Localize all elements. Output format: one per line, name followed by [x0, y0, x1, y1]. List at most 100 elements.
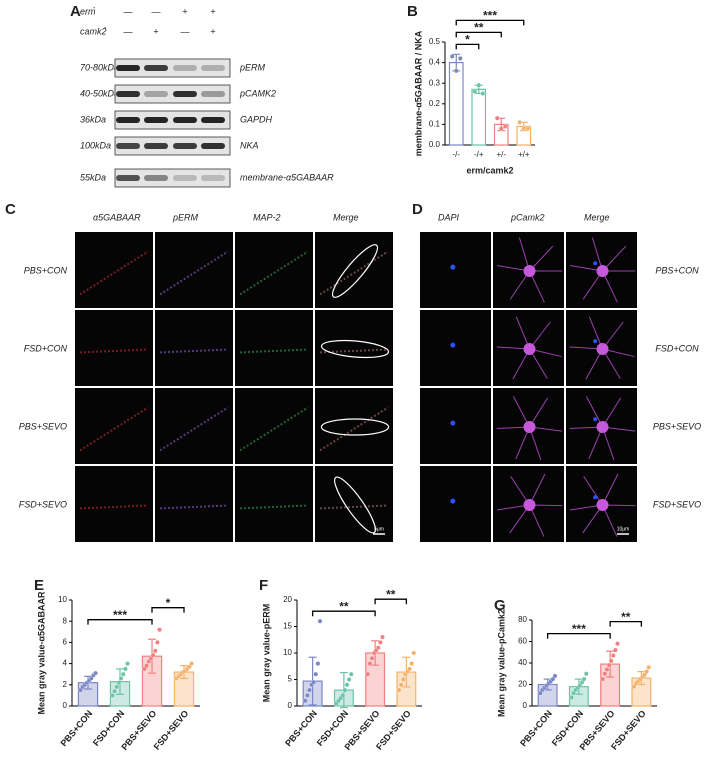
blot-band	[116, 65, 140, 71]
bracket-line	[455, 31, 502, 38]
blot-band	[116, 143, 140, 149]
panel-label: D	[412, 201, 423, 218]
y-tick-label: 40	[518, 658, 527, 667]
image-tile	[235, 310, 313, 386]
fiber	[239, 504, 309, 510]
y-tick-label: 2	[63, 680, 68, 689]
fiber	[239, 250, 309, 296]
data-point	[646, 664, 652, 670]
data-point	[305, 693, 310, 698]
significance-label: **	[474, 21, 484, 35]
factor-sign: -	[93, 5, 96, 12]
significance-bracket: *	[455, 33, 480, 50]
data-point	[116, 680, 122, 686]
nucleus	[450, 342, 456, 348]
y-tick-label: 0	[288, 701, 293, 710]
panel-label: A	[70, 3, 81, 20]
data-point	[302, 698, 308, 704]
data-point	[494, 115, 500, 121]
fiber	[319, 250, 389, 296]
bracket-line	[151, 607, 185, 613]
data-point	[407, 666, 412, 672]
y-tick-label: 0.3	[429, 78, 441, 87]
nucleus	[450, 264, 456, 270]
blot-band	[173, 91, 197, 97]
significance-bracket: ***	[87, 608, 153, 625]
data-point	[346, 677, 352, 682]
y-tick-label: 10	[58, 595, 67, 604]
data-point	[610, 653, 616, 658]
data-point	[449, 54, 455, 59]
y-axis-label: Mean gray value-α5GABAAR	[36, 591, 46, 715]
nucleus	[593, 417, 598, 422]
row-label: PBS+CON	[655, 265, 699, 275]
significance-label: *	[166, 596, 171, 610]
data-point	[123, 666, 128, 672]
band-size: 70-80kDa	[80, 62, 119, 72]
data-point	[615, 641, 620, 647]
row-label: FSD+CON	[24, 343, 68, 353]
data-point	[480, 91, 486, 96]
nucleus	[450, 420, 456, 426]
row-label: FSD+CON	[655, 343, 699, 353]
y-axis-label: membrane-α5GABAAR / NKA	[413, 30, 423, 156]
image-tile	[155, 232, 233, 308]
data-point	[189, 661, 194, 666]
data-point	[525, 126, 531, 131]
blot-band	[144, 65, 168, 71]
image-tile	[75, 388, 153, 464]
image-tile	[235, 466, 313, 542]
y-tick-label: 0.1	[429, 120, 441, 129]
bracket-line	[546, 633, 611, 639]
data-point	[344, 682, 350, 688]
data-point	[375, 645, 381, 651]
y-tick-label: 80	[518, 615, 527, 624]
soma	[596, 343, 609, 355]
blot-strip	[114, 110, 231, 130]
image-tile	[420, 232, 491, 308]
data-point	[644, 669, 649, 674]
data-point	[340, 693, 346, 698]
image-tile	[420, 466, 491, 542]
factor-level: —	[152, 6, 161, 16]
data-point	[93, 670, 98, 676]
y-axis-label: Mean gray value-pCamk2	[496, 609, 506, 717]
data-point	[313, 671, 319, 677]
x-tick-label: +/-	[496, 150, 506, 159]
data-point	[114, 684, 120, 690]
factor-level: +	[182, 6, 187, 16]
data-point	[396, 687, 402, 693]
y-tick-label: 60	[518, 637, 527, 646]
band-protein: NKA	[240, 140, 259, 150]
band-protein: membrane-α5GABAAR	[240, 172, 334, 182]
fiber	[159, 348, 229, 354]
blot-band	[201, 143, 225, 149]
factor-level: +	[210, 6, 215, 16]
y-tick-label: 0	[63, 701, 68, 710]
column-header: Merge	[584, 212, 610, 222]
x-tick-label: PBS+CON	[283, 708, 319, 748]
nucleus	[593, 495, 598, 500]
image-tile	[315, 466, 393, 542]
image-tile	[420, 310, 491, 386]
band-size: 36kDa	[80, 114, 106, 124]
factor-name: camk2	[80, 26, 107, 36]
blot-band	[173, 117, 197, 123]
row-label: PBS+CON	[24, 265, 68, 275]
data-point	[409, 661, 414, 666]
blot-band	[173, 175, 197, 181]
data-point	[152, 648, 158, 654]
data-point	[315, 661, 321, 666]
y-tick-label: 15	[283, 622, 292, 631]
significance-label: ***	[572, 622, 586, 636]
data-point	[307, 687, 312, 693]
factor-level: —	[124, 26, 133, 36]
data-point	[613, 647, 618, 653]
blot-band	[173, 65, 197, 71]
band-protein: pCAMK2	[239, 88, 276, 98]
significance-label: **	[339, 599, 349, 613]
row-label: FSD+SEVO	[653, 499, 701, 509]
bracket-line	[455, 43, 480, 50]
blot-band	[144, 143, 168, 149]
blot-band	[201, 175, 225, 181]
